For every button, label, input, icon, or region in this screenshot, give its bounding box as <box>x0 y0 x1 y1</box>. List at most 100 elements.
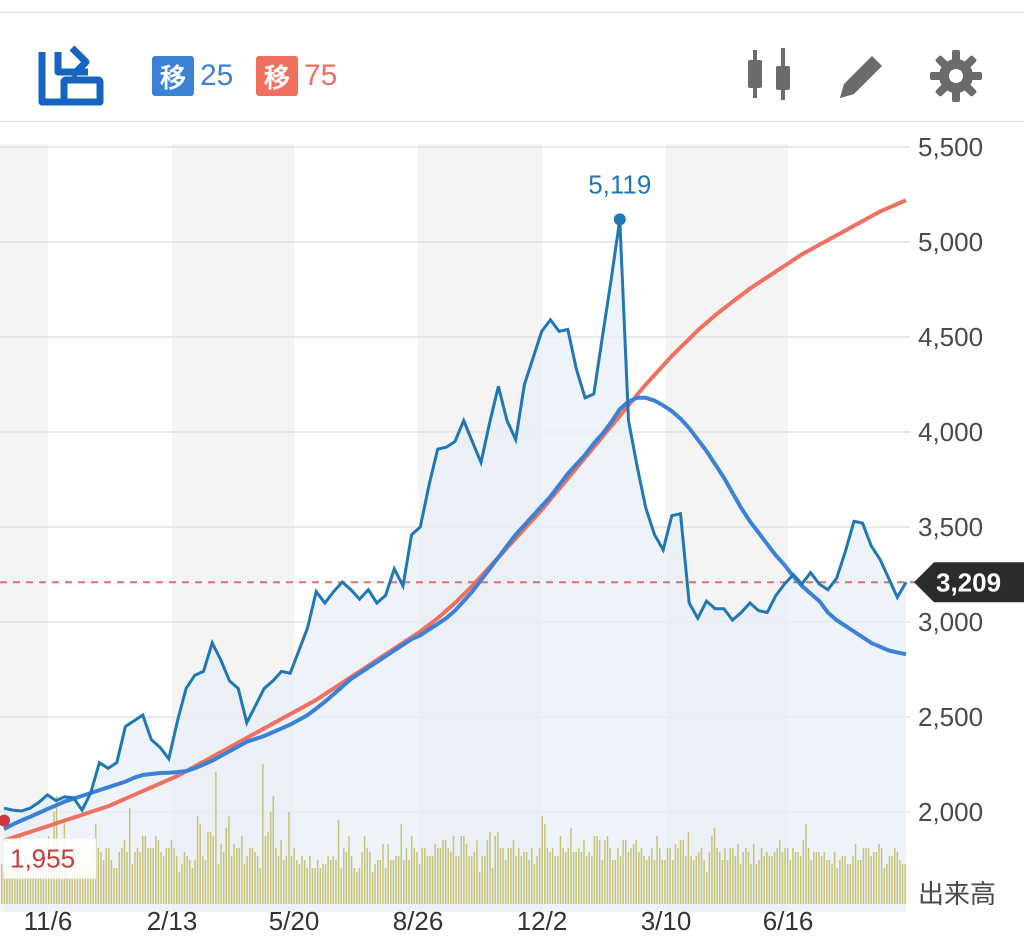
volume-bar <box>149 848 152 904</box>
volume-bar <box>290 856 293 904</box>
volume-bar <box>771 856 773 904</box>
volume-bar <box>277 856 280 904</box>
y-tick-label: 5,000 <box>918 227 983 257</box>
volume-bar <box>400 824 402 904</box>
volume-bar <box>651 848 653 904</box>
x-tick-label: 3/10 <box>641 906 692 936</box>
volume-bar <box>416 852 418 904</box>
volume-bar <box>241 836 243 904</box>
volume-bar <box>525 852 528 904</box>
volume-bar <box>886 864 888 904</box>
volume-bar <box>481 856 483 904</box>
volume-bar <box>836 868 839 904</box>
export-share-icon[interactable] <box>36 44 108 108</box>
volume-bar <box>353 868 355 904</box>
volume-bar <box>455 856 457 904</box>
volume-bar <box>121 848 123 904</box>
volume-bar <box>632 844 635 904</box>
ma-short-line <box>3 395 907 831</box>
ma-long-legend[interactable]: 移 75 <box>256 56 337 96</box>
volume-bar <box>392 860 395 904</box>
volume-bar <box>311 868 314 904</box>
volume-bar <box>828 860 831 904</box>
volume-bar <box>165 848 167 904</box>
volume-bar <box>71 856 73 904</box>
volume-bar <box>170 840 173 904</box>
candlestick-icon[interactable] <box>744 46 796 102</box>
volume-bar <box>468 856 470 904</box>
volume-bar <box>390 860 392 904</box>
volume-bar <box>862 848 865 904</box>
volume-bar <box>880 848 883 904</box>
volume-bar <box>781 852 784 904</box>
volume-bar <box>773 852 776 904</box>
volume-bar <box>875 852 878 904</box>
volume-bar <box>494 836 496 904</box>
volume-bar <box>79 864 81 904</box>
pencil-icon[interactable] <box>834 48 890 104</box>
volume-bar <box>178 872 181 904</box>
volume-bar <box>1 864 3 904</box>
volume-bar <box>792 848 794 904</box>
volume-bar <box>168 848 170 904</box>
volume-bar <box>672 860 674 904</box>
volume-bar <box>841 856 844 904</box>
volume-bar <box>217 864 220 904</box>
y-tick-label: 3,000 <box>918 607 983 637</box>
ma-short-badge: 移 <box>152 56 194 96</box>
volume-bar <box>661 860 664 904</box>
volume-bar <box>520 856 523 904</box>
ma-short-value: 25 <box>200 59 234 92</box>
volume-bar <box>499 848 502 904</box>
volume-bar <box>421 848 423 904</box>
volume-bar <box>233 844 235 904</box>
volume-bar <box>734 856 737 904</box>
volume-bar <box>486 840 489 904</box>
volume-bar <box>395 856 397 904</box>
volume-bar <box>296 860 298 904</box>
volume-bar <box>517 848 520 904</box>
volume-bar <box>617 848 619 904</box>
volume-bar <box>379 860 382 904</box>
volume-bar <box>583 840 585 904</box>
volume-bar <box>719 852 721 904</box>
volume-bar <box>84 864 87 904</box>
volume-bar <box>562 848 564 904</box>
volume-bar <box>249 848 251 904</box>
volume-bar <box>867 848 870 904</box>
volume-bar <box>29 860 32 904</box>
volume-bar <box>358 868 361 904</box>
volume-bar <box>784 848 786 904</box>
volume-bar <box>363 836 366 904</box>
volume-bar <box>484 856 486 904</box>
volume-bar <box>235 848 238 904</box>
volume-bar <box>259 868 261 904</box>
gear-icon[interactable] <box>928 48 984 104</box>
volume-bar <box>11 856 13 904</box>
ma-short-legend[interactable]: 移 25 <box>152 56 233 96</box>
volume-bar <box>901 864 904 904</box>
volume-bar <box>687 832 690 904</box>
volume-bar <box>666 848 669 904</box>
volume-bar <box>606 836 609 904</box>
volume-bar <box>904 864 906 904</box>
volume-bar <box>823 852 825 904</box>
volume-bar <box>789 860 792 904</box>
volume-bar <box>554 856 557 904</box>
y-tick-label: 2,500 <box>918 702 983 732</box>
volume-bar <box>408 860 410 904</box>
volume-bar <box>280 840 282 904</box>
volume-bar <box>243 864 246 904</box>
volume-bar <box>716 848 718 904</box>
volume-bar <box>515 856 517 904</box>
volume-bar <box>212 836 214 904</box>
volume-bar <box>826 860 828 904</box>
volume-bar <box>692 860 695 904</box>
volume-bar <box>251 848 254 904</box>
volume-bar <box>575 852 577 904</box>
volume-bar <box>382 844 384 904</box>
volume-bar <box>202 856 204 904</box>
stock-chart[interactable]: 5,119 1,955 5,500 5,000 4,500 4,000 3,500 3,0… <box>0 122 1024 945</box>
volume-bar <box>141 836 144 904</box>
volume-bar <box>405 848 408 904</box>
